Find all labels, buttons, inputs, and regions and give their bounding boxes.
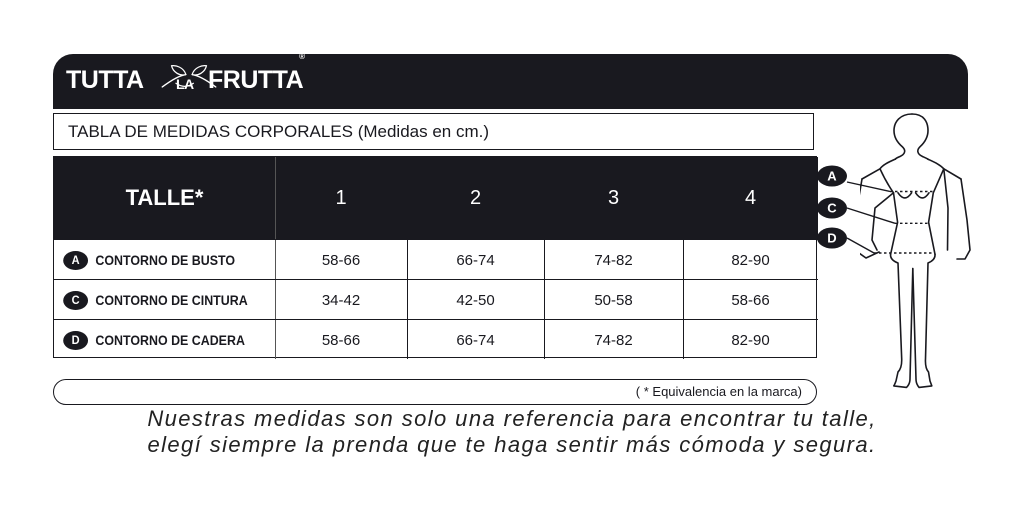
svg-text:D: D: [827, 231, 836, 246]
svg-text:C: C: [827, 201, 837, 216]
svg-text:A: A: [827, 169, 837, 184]
